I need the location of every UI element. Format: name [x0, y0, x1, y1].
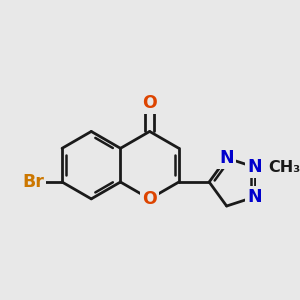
Text: O: O	[142, 190, 157, 208]
Text: Br: Br	[22, 173, 44, 191]
Text: N: N	[248, 158, 262, 176]
Text: N: N	[248, 188, 262, 206]
Text: O: O	[142, 94, 157, 112]
Text: N: N	[219, 149, 234, 167]
Text: CH₃: CH₃	[268, 160, 300, 175]
